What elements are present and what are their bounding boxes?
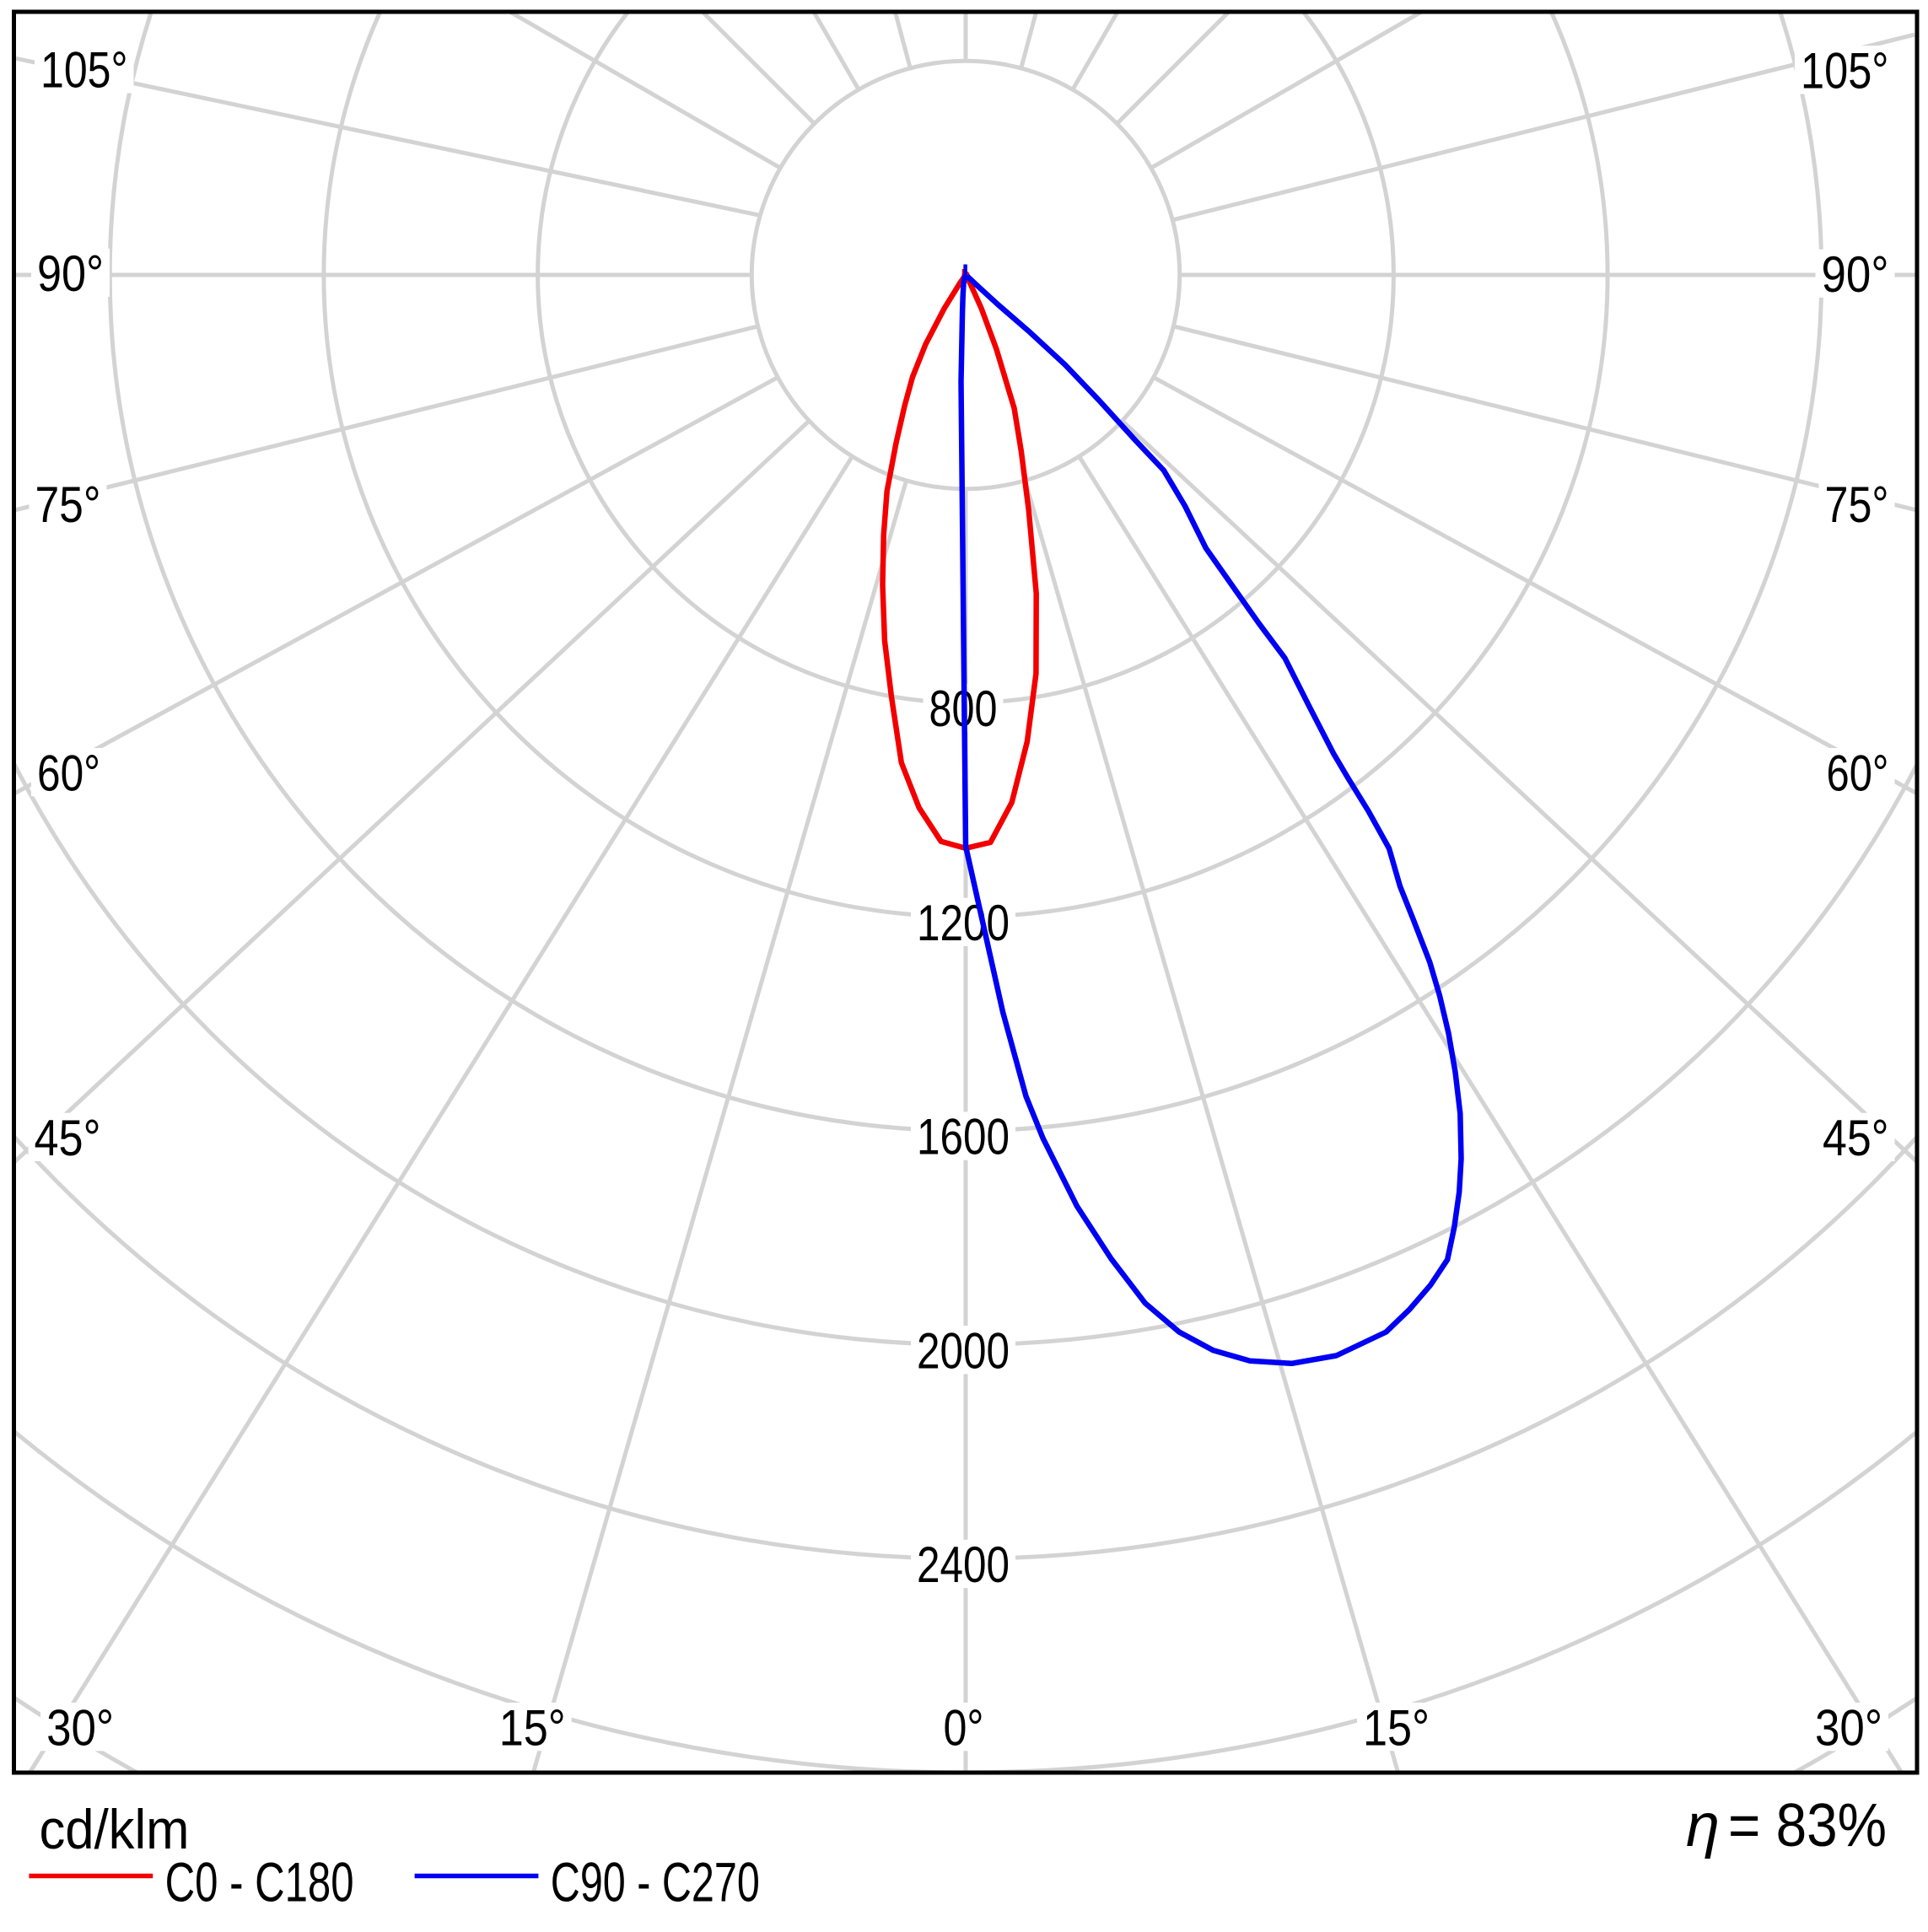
svg-text:15°: 15° (499, 1699, 566, 1756)
svg-text:30°: 30° (46, 1699, 114, 1756)
svg-text:2400: 2400 (917, 1536, 1010, 1593)
svg-text:45°: 45° (35, 1110, 101, 1166)
svg-text:0°: 0° (944, 1699, 984, 1756)
svg-text:60°: 60° (37, 745, 100, 801)
svg-text:90°: 90° (37, 245, 104, 302)
svg-text:2000: 2000 (917, 1322, 1010, 1379)
svg-text:75°: 75° (1825, 476, 1889, 533)
svg-text:45°: 45° (1823, 1110, 1889, 1166)
svg-text:η: η (1686, 1792, 1720, 1859)
svg-text:C90 - C270: C90 - C270 (551, 1851, 760, 1913)
svg-text:105°: 105° (40, 42, 128, 99)
svg-text:C0 - C180: C0 - C180 (165, 1851, 354, 1913)
svg-text:1600: 1600 (917, 1109, 1010, 1165)
svg-text:30°: 30° (1815, 1699, 1882, 1756)
svg-text:= 83%: = 83% (1728, 1792, 1887, 1859)
svg-text:1200: 1200 (917, 895, 1010, 951)
svg-text:105°: 105° (1801, 43, 1889, 100)
svg-text:90°: 90° (1822, 246, 1889, 303)
svg-text:75°: 75° (35, 476, 101, 533)
svg-text:60°: 60° (1827, 745, 1889, 801)
svg-text:15°: 15° (1363, 1699, 1430, 1756)
